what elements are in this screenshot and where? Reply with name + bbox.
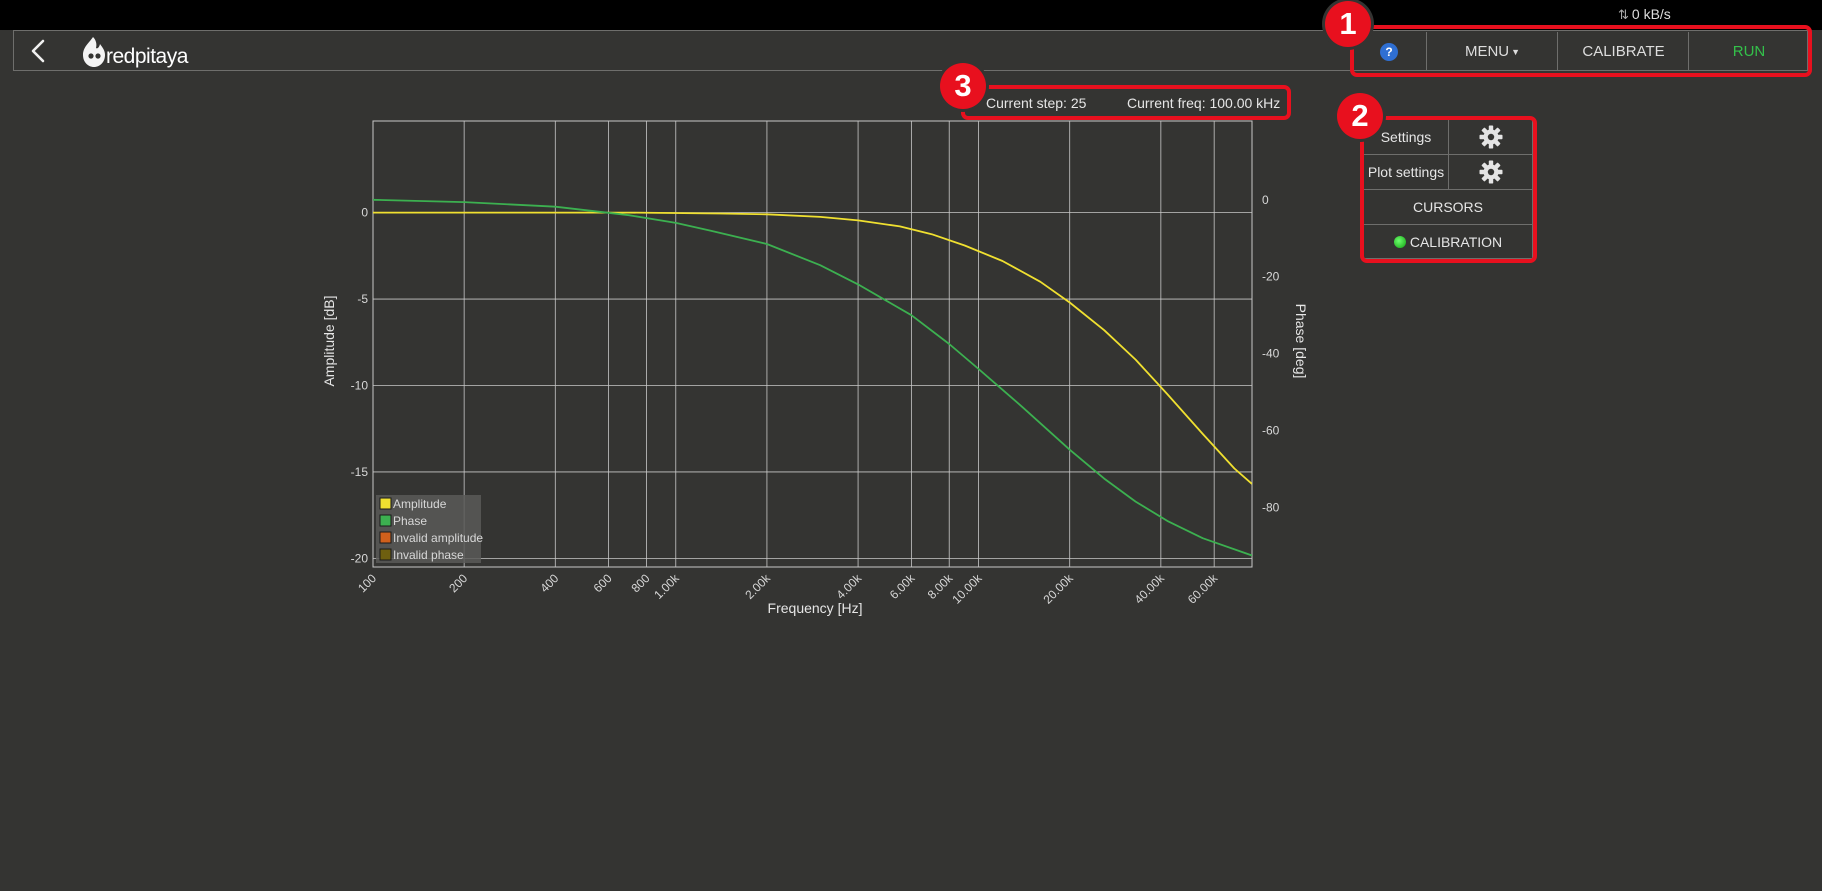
help-icon: ?	[1380, 43, 1398, 62]
x-tick-label: 6.00k	[887, 571, 918, 602]
calibration-row: CALIBRATION	[1364, 225, 1532, 260]
help-button[interactable]: ?	[1352, 32, 1426, 71]
legend: Amplitude Phase Invalid amplitude Invalid p…	[379, 497, 483, 562]
legend-label: Invalid phase	[393, 548, 464, 562]
back-arrow-icon[interactable]	[26, 37, 52, 65]
series-lines	[373, 198, 1252, 557]
y2-tick-label: -60	[1262, 424, 1280, 438]
calibration-label: CALIBRATION	[1409, 234, 1503, 250]
calibration-status-led-icon	[1393, 236, 1406, 248]
x-tick-label: 400	[537, 571, 561, 595]
legend-swatch	[379, 548, 392, 561]
x-tick-label: 10.00k	[949, 571, 985, 607]
y2-tick-label: -20	[1262, 270, 1280, 284]
transfer-rate-text: 0 kB/s	[1631, 6, 1671, 22]
redpitaya-logo-icon[interactable]	[79, 35, 109, 69]
navbar: redpitaya ? MENU ▼ CALIBRATE RUN	[13, 30, 1808, 71]
legend-swatch	[379, 497, 392, 510]
x-tick-label: 60.00k	[1185, 571, 1221, 607]
status-highlight-box	[961, 85, 1291, 120]
panel-highlight-box	[1360, 116, 1537, 263]
legend-label: Invalid amplitude	[393, 531, 483, 545]
calibrate-button[interactable]: CALIBRATE	[1557, 32, 1689, 71]
logo-text[interactable]: redpitaya	[106, 45, 188, 68]
x-tick-label: 100	[355, 571, 379, 595]
y2-tick-label: -80	[1262, 500, 1280, 514]
legend-swatch	[379, 514, 392, 527]
side-panel: Settings Plot settings CURSORS CALIBRATI…	[1363, 119, 1533, 259]
plot-settings-row: Plot settings	[1364, 155, 1532, 190]
x-axis-title: Frequency [Hz]	[768, 600, 863, 616]
legend-background	[376, 495, 481, 563]
y2-tick-labels: 0 -20 -40 -60 -80	[1262, 193, 1280, 515]
x-tick-label: 40.00k	[1132, 571, 1168, 607]
series-line-amplitude	[373, 211, 1252, 485]
cursors-button[interactable]: CURSORS	[1412, 199, 1483, 215]
calibration-button[interactable]: CALIBRATION	[1364, 225, 1532, 259]
callout-badge-1: 1	[1325, 1, 1371, 47]
x-tick-label: 1.00k	[651, 571, 682, 602]
cursors-row: CURSORS	[1364, 190, 1532, 225]
y-gridlines	[373, 212, 1252, 559]
legend-swatch	[379, 531, 392, 544]
x-tick-label: 600	[591, 571, 615, 595]
y-tick-labels: 0 -5 -10 -15 -20	[351, 206, 369, 566]
settings-gear-icon[interactable]	[1449, 120, 1532, 154]
x-tick-label: 20.00k	[1040, 571, 1076, 607]
navbar-highlight-box	[1350, 25, 1812, 77]
y-tick-label: -20	[351, 551, 369, 565]
y-tick-label: -5	[357, 292, 368, 306]
current-freq-text: Current freq: 100.00 kHz	[1127, 95, 1281, 111]
y2-tick-label: -40	[1262, 347, 1280, 361]
settings-button[interactable]: Settings	[1364, 120, 1449, 154]
transfer-arrows-icon: ⇅	[1618, 7, 1629, 22]
menu-button[interactable]: MENU ▼	[1426, 32, 1558, 71]
transfer-rate: ⇅ 0 kB/s	[1618, 6, 1671, 23]
y2-axis-title: Phase [deg]	[1293, 304, 1309, 379]
y-tick-label: 0	[361, 206, 368, 220]
legend-label: Phase	[393, 514, 427, 528]
menu-label: MENU	[1464, 43, 1510, 60]
sweep-status: Current step: 25 Current freq: 100.00 kH…	[963, 86, 1290, 120]
x-tick-label: 2.00k	[742, 571, 773, 602]
caret-down-icon: ▼	[1511, 47, 1521, 57]
run-button[interactable]: RUN	[1688, 32, 1809, 71]
callout-badge-2: 2	[1337, 93, 1383, 139]
series-line-phase	[373, 198, 1252, 557]
callout-badge-3: 3	[940, 63, 986, 109]
settings-row: Settings	[1364, 120, 1532, 155]
current-step-text: Current step: 25	[986, 95, 1087, 111]
y-axis-title: Amplitude [dB]	[321, 295, 337, 386]
plot-area	[372, 120, 1253, 568]
legend-label: Amplitude	[393, 497, 447, 511]
y2-tick-label: 0	[1262, 193, 1269, 207]
x-tick-label: 200	[446, 571, 470, 595]
x-tick-label: 4.00k	[834, 571, 865, 602]
plot-settings-button[interactable]: Plot settings	[1364, 155, 1449, 189]
y-tick-label: -10	[351, 378, 369, 392]
plot-settings-gear-icon[interactable]	[1449, 155, 1532, 189]
y-tick-label: -15	[351, 465, 369, 479]
x-tick-label: 800	[628, 571, 652, 595]
